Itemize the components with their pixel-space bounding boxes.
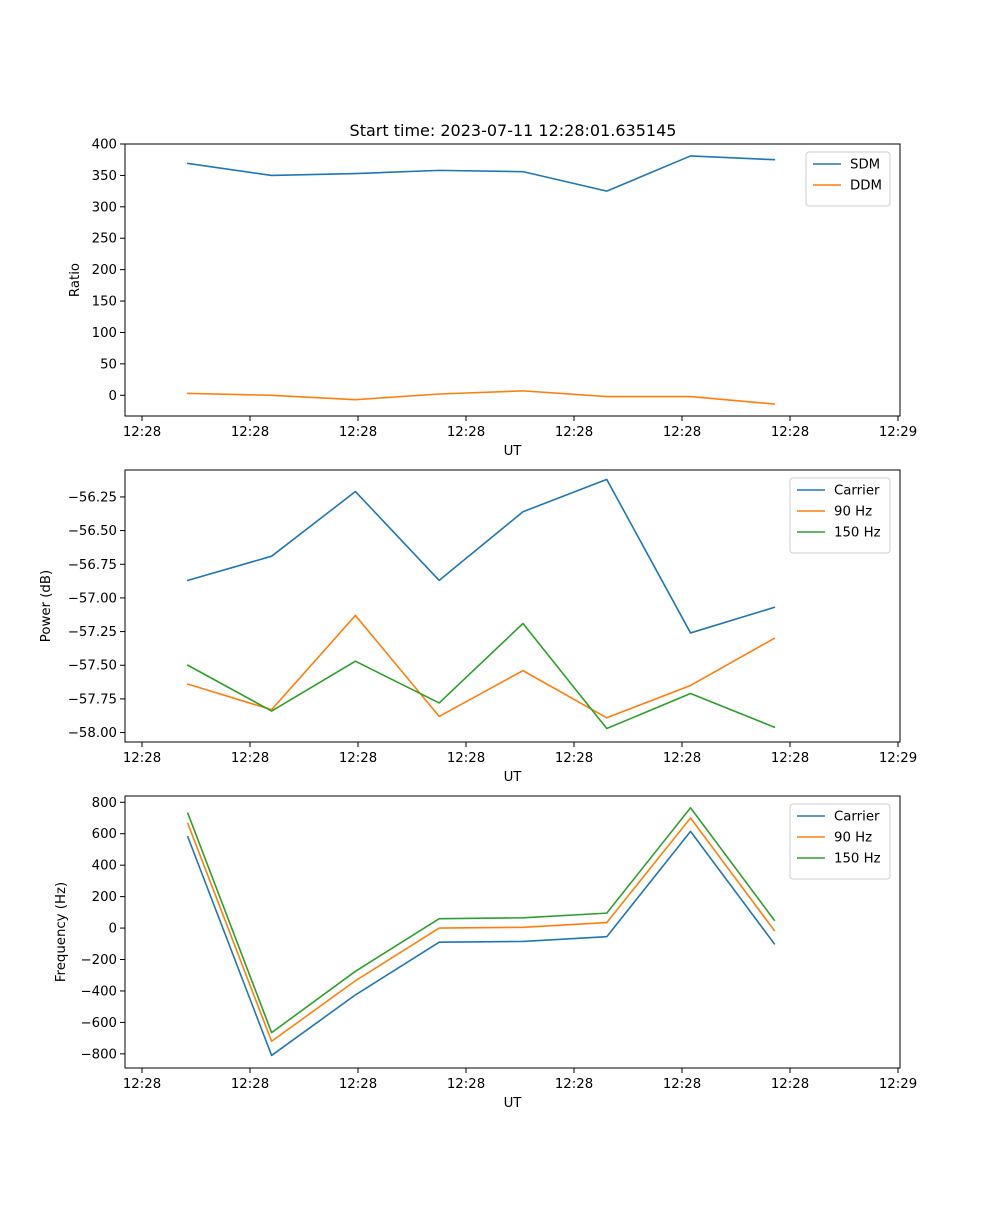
x-tick-label: 12:28 (339, 751, 377, 766)
y-tick-label: 50 (100, 357, 117, 372)
x-tick-label: 12:28 (231, 1077, 269, 1092)
x-tick-label: 12:28 (771, 751, 809, 766)
x-tick-label: 12:28 (231, 751, 269, 766)
figure-title: Start time: 2023-07-11 12:28:01.635145 (350, 121, 677, 140)
y-tick-label: 200 (92, 890, 117, 905)
legend-label: 90 Hz (834, 831, 872, 846)
y-tick-label: 150 (92, 295, 117, 310)
x-tick-label: 12:28 (339, 425, 377, 440)
x-tick-label: 12:28 (771, 425, 809, 440)
legend-label: Carrier (834, 810, 880, 825)
x-tick-label: 12:29 (879, 751, 917, 766)
x-tick-label: 12:28 (339, 1077, 377, 1092)
y-tick-label: −400 (80, 984, 117, 999)
x-tick-label: 12:28 (447, 1077, 485, 1092)
y-tick-label: −600 (80, 1016, 117, 1031)
y-tick-label: −56.25 (68, 490, 117, 505)
x-tick-label: 12:28 (123, 425, 161, 440)
y-tick-label: −57.00 (68, 591, 117, 606)
y-axis-label: Power (dB) (39, 570, 54, 642)
x-tick-label: 12:29 (879, 1077, 917, 1092)
x-tick-label: 12:28 (123, 751, 161, 766)
legend-label: DDM (850, 179, 882, 194)
y-tick-label: 100 (92, 326, 117, 341)
x-tick-label: 12:29 (879, 425, 917, 440)
x-tick-label: 12:28 (447, 751, 485, 766)
legend-label: 150 Hz (834, 526, 881, 541)
y-tick-label: −800 (80, 1047, 117, 1062)
legend: SDM DDM (806, 152, 890, 206)
y-tick-label: 350 (92, 169, 117, 184)
y-tick-label: 300 (92, 200, 117, 215)
y-tick-label: −57.75 (68, 692, 117, 707)
y-axis-label: Frequency (Hz) (54, 882, 69, 982)
legend: Carrier 90 Hz 150 Hz (790, 478, 890, 553)
y-axis-label: Ratio (68, 263, 83, 297)
x-axis-label: UT (504, 770, 523, 785)
y-tick-label: −58.00 (68, 726, 117, 741)
y-tick-label: −56.75 (68, 558, 117, 573)
y-tick-label: 400 (92, 138, 117, 153)
y-tick-label: 250 (92, 232, 117, 247)
x-tick-label: 12:28 (663, 751, 701, 766)
legend-label: SDM (850, 158, 880, 173)
x-tick-label: 12:28 (663, 425, 701, 440)
y-tick-label: −200 (80, 953, 117, 968)
legend-label: 150 Hz (834, 852, 881, 867)
y-tick-label: 0 (109, 389, 117, 404)
x-tick-label: 12:28 (771, 1077, 809, 1092)
x-axis-label: UT (504, 1096, 523, 1111)
y-tick-label: 0 (109, 922, 117, 937)
y-tick-label: −57.25 (68, 625, 117, 640)
x-tick-label: 12:28 (555, 425, 593, 440)
x-tick-label: 12:28 (447, 425, 485, 440)
y-tick-label: 800 (92, 796, 117, 811)
y-tick-label: −56.50 (68, 524, 117, 539)
legend-label: Carrier (834, 484, 880, 499)
x-axis-label: UT (504, 444, 523, 459)
x-tick-label: 12:28 (555, 751, 593, 766)
y-tick-label: −57.50 (68, 659, 117, 674)
x-tick-label: 12:28 (663, 1077, 701, 1092)
y-tick-label: 200 (92, 263, 117, 278)
x-tick-label: 12:28 (555, 1077, 593, 1092)
x-tick-label: 12:28 (123, 1077, 161, 1092)
y-tick-label: 400 (92, 859, 117, 874)
legend: Carrier 90 Hz 150 Hz (790, 804, 890, 879)
legend-label: 90 Hz (834, 505, 872, 520)
y-tick-label: 600 (92, 827, 117, 842)
x-tick-label: 12:28 (231, 425, 269, 440)
